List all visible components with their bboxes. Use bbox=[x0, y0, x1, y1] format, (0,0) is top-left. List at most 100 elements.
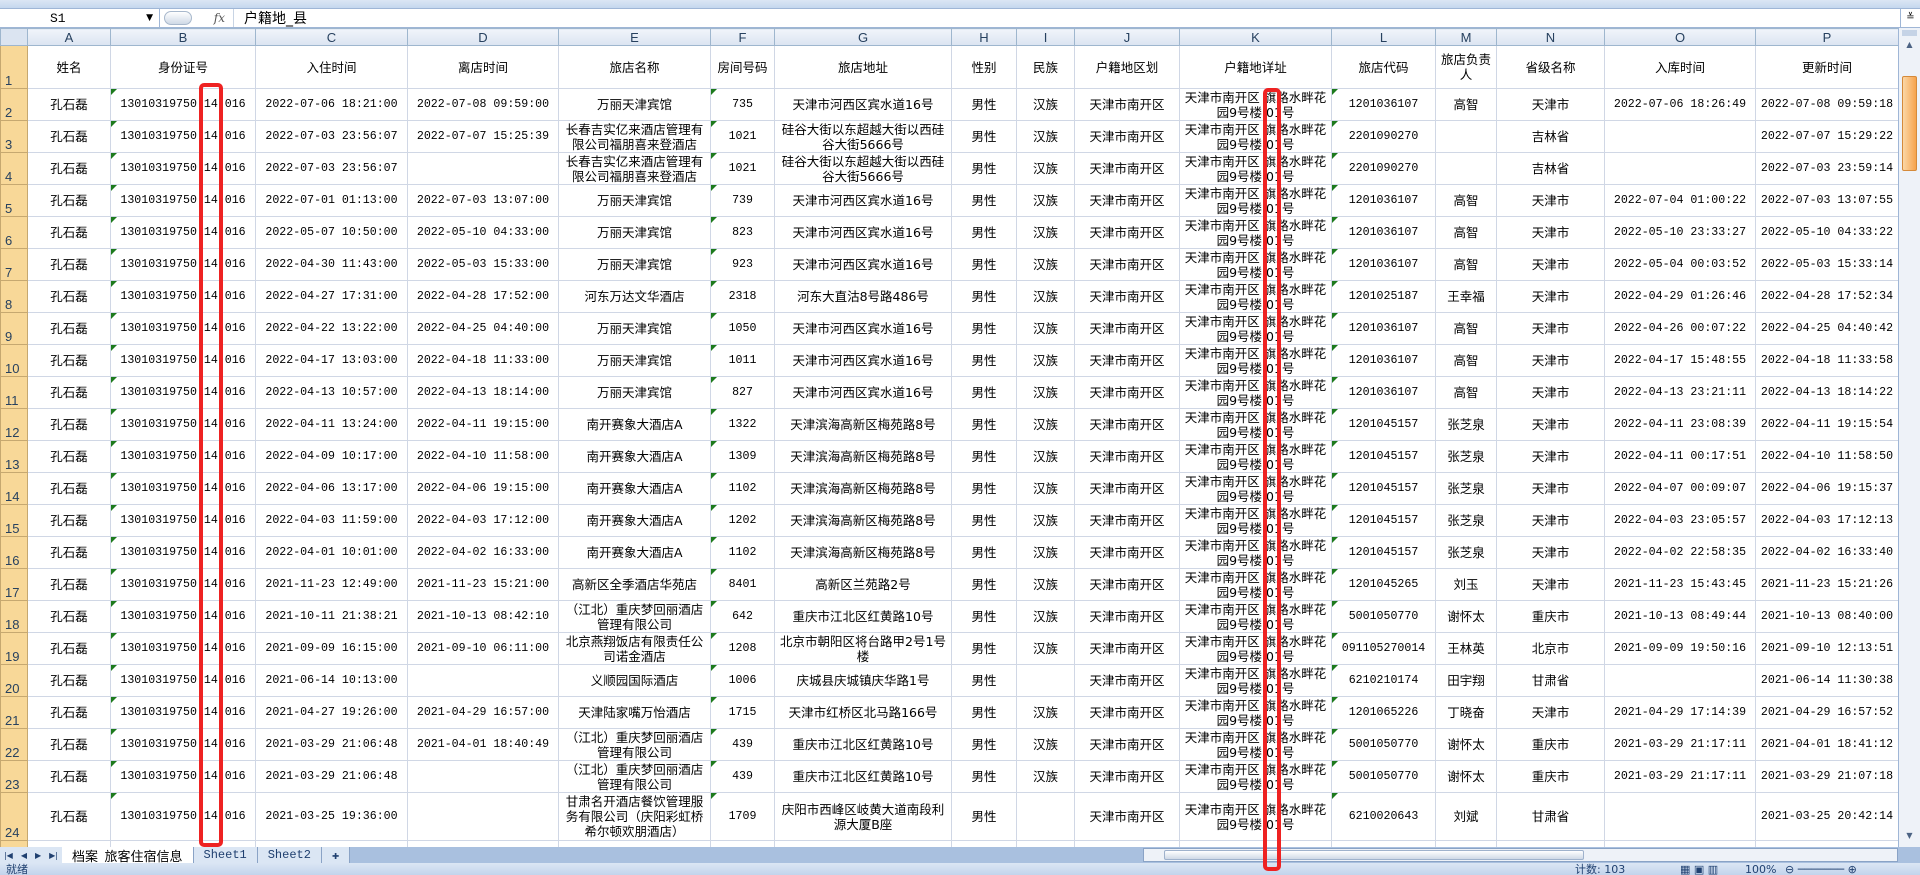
column-header-m[interactable]: M bbox=[1435, 28, 1497, 46]
row-header[interactable]: 5 bbox=[0, 184, 28, 217]
cell-j[interactable]: 天津市南开区 bbox=[1074, 216, 1180, 249]
cell-m[interactable]: 张芝泉 bbox=[1435, 472, 1497, 505]
column-header-f[interactable]: F bbox=[710, 28, 775, 46]
cell-h[interactable]: 男性 bbox=[951, 632, 1017, 665]
cell-m[interactable]: 王幸福 bbox=[1435, 280, 1497, 313]
cell-k[interactable]: 天津市南开区 旗路水畔花园9号楼 01号 bbox=[1179, 696, 1332, 729]
cell-g[interactable]: 庆城县庆城镇庆华路1号 bbox=[774, 664, 952, 697]
cell-c[interactable]: 2022-04-11 13:24:00 bbox=[255, 408, 408, 441]
row-header[interactable]: 11 bbox=[0, 376, 28, 409]
cell-d[interactable] bbox=[407, 152, 559, 185]
cell-h[interactable]: 男性 bbox=[951, 280, 1017, 313]
cell-j[interactable]: 天津市南开区 bbox=[1074, 152, 1180, 185]
cell-p[interactable]: 2022-05-10 04:33:22 bbox=[1755, 216, 1899, 249]
last-sheet-icon[interactable]: ▶| bbox=[49, 850, 58, 860]
cell-o[interactable]: 2022-04-11 23:08:39 bbox=[1604, 408, 1756, 441]
column-header-j[interactable]: J bbox=[1074, 28, 1180, 46]
cell-i[interactable]: 汉族 bbox=[1016, 568, 1075, 601]
cell-m[interactable]: 高智 bbox=[1435, 248, 1497, 281]
cell-f[interactable]: 735 bbox=[710, 88, 775, 121]
cell-l[interactable]: 5001050770 bbox=[1331, 728, 1436, 761]
cell-h[interactable]: 男性 bbox=[951, 760, 1017, 793]
cell-h[interactable]: 男性 bbox=[951, 312, 1017, 345]
cell-d[interactable]: 2022-04-18 11:33:00 bbox=[407, 344, 559, 377]
cell-l[interactable]: 1201036107 bbox=[1331, 344, 1436, 377]
cell-n[interactable]: 天津市 bbox=[1496, 280, 1605, 313]
cell-f[interactable]: 1202 bbox=[710, 504, 775, 537]
cell-m[interactable]: 谢怀太 bbox=[1435, 600, 1497, 633]
cell-i[interactable]: 汉族 bbox=[1016, 280, 1075, 313]
select-all-button[interactable] bbox=[0, 28, 28, 46]
cell-g[interactable]: 天津市河西区宾水道16号 bbox=[774, 216, 952, 249]
cell-b[interactable]: 13010319750 14 016 bbox=[110, 408, 256, 441]
cell-n[interactable]: 天津市 bbox=[1496, 184, 1605, 217]
column-title[interactable]: 姓名 bbox=[27, 45, 111, 89]
cell-p[interactable]: 2021-04-29 16:57:52 bbox=[1755, 696, 1899, 729]
column-header-i[interactable]: I bbox=[1016, 28, 1075, 46]
row-header[interactable]: 19 bbox=[0, 632, 28, 665]
cell-m[interactable]: 高智 bbox=[1435, 88, 1497, 121]
cell-k[interactable]: 天津市南开区 旗路水畔花园9号楼 01号 bbox=[1179, 728, 1332, 761]
tab-sheet1[interactable]: Sheet1 bbox=[193, 847, 258, 863]
cell-c[interactable]: 2022-07-03 23:56:07 bbox=[255, 120, 408, 153]
cell-g[interactable]: 重庆市江北区红黄路10号 bbox=[774, 600, 952, 633]
cell-a[interactable]: 孔石磊 bbox=[27, 184, 111, 217]
next-sheet-icon[interactable]: ▶ bbox=[34, 850, 42, 860]
cell-d[interactable]: 2021-04-01 18:40:49 bbox=[407, 728, 559, 761]
cell-o[interactable] bbox=[1604, 664, 1756, 697]
cell-b[interactable]: 13010319750 14 016 bbox=[110, 664, 256, 697]
cell-d[interactable]: 2021-09-10 06:11:00 bbox=[407, 632, 559, 665]
row-header[interactable]: 10 bbox=[0, 344, 28, 377]
row-header[interactable]: 22 bbox=[0, 728, 28, 761]
column-header-n[interactable]: N bbox=[1496, 28, 1605, 46]
cell-g[interactable]: 庆阳市西峰区岐黄大道南段利源大厦B座 bbox=[774, 792, 952, 841]
cell-l[interactable]: 1201036107 bbox=[1331, 216, 1436, 249]
cell-a[interactable]: 孔石磊 bbox=[27, 152, 111, 185]
formula-bar-resize-handle[interactable] bbox=[164, 11, 192, 25]
cell-i[interactable]: 汉族 bbox=[1016, 376, 1075, 409]
cell-m[interactable] bbox=[1435, 152, 1497, 185]
split-handle[interactable] bbox=[1902, 30, 1917, 36]
cell-k[interactable]: 天津市南开区 旗路水畔花园9号楼 01号 bbox=[1179, 632, 1332, 665]
cell-n[interactable]: 天津市 bbox=[1496, 568, 1605, 601]
cell-c[interactable]: 2022-04-22 13:22:00 bbox=[255, 312, 408, 345]
cell-f[interactable]: 1050 bbox=[710, 312, 775, 345]
cell-a[interactable]: 孔石磊 bbox=[27, 536, 111, 569]
cell-h[interactable]: 男性 bbox=[951, 376, 1017, 409]
cell-d[interactable]: 2021-04-29 16:57:00 bbox=[407, 696, 559, 729]
cell-d[interactable] bbox=[407, 760, 559, 793]
cell-e[interactable]: 河东万达文华酒店 bbox=[558, 280, 711, 313]
cell-o[interactable]: 2022-04-29 01:26:46 bbox=[1604, 280, 1756, 313]
cell-j[interactable]: 天津市南开区 bbox=[1074, 440, 1180, 473]
chevron-down-icon[interactable]: ▼ bbox=[146, 13, 153, 23]
cell-a[interactable]: 孔石磊 bbox=[27, 664, 111, 697]
row-header[interactable]: 3 bbox=[0, 120, 28, 153]
cell-n[interactable]: 天津市 bbox=[1496, 440, 1605, 473]
cell-d[interactable] bbox=[407, 792, 559, 841]
cell-g[interactable]: 天津市河西区宾水道16号 bbox=[774, 344, 952, 377]
cell-k[interactable]: 天津市南开区 旗路水畔花园9号楼 01号 bbox=[1179, 568, 1332, 601]
cell-a[interactable]: 孔石磊 bbox=[27, 248, 111, 281]
cell-j[interactable]: 天津市南开区 bbox=[1074, 248, 1180, 281]
row-header[interactable]: 4 bbox=[0, 152, 28, 185]
row-header[interactable]: 2 bbox=[0, 88, 28, 121]
cell-m[interactable]: 高智 bbox=[1435, 344, 1497, 377]
cell-a[interactable]: 孔石磊 bbox=[27, 120, 111, 153]
cell-o[interactable]: 2022-07-06 18:26:49 bbox=[1604, 88, 1756, 121]
cell-h[interactable]: 男性 bbox=[951, 248, 1017, 281]
cell-e[interactable]: 南开赛象大酒店A bbox=[558, 504, 711, 537]
cell-o[interactable]: 2022-04-03 23:05:57 bbox=[1604, 504, 1756, 537]
cell-k[interactable]: 天津市南开区 旗路水畔花园9号楼 01号 bbox=[1179, 760, 1332, 793]
row-header[interactable]: 24 bbox=[0, 792, 28, 841]
cell-b[interactable]: 13010319750 14 016 bbox=[110, 568, 256, 601]
cell-c[interactable]: 2022-04-06 13:17:00 bbox=[255, 472, 408, 505]
cell-p[interactable]: 2021-04-01 18:41:12 bbox=[1755, 728, 1899, 761]
cell-g[interactable]: 天津市河西区宾水道16号 bbox=[774, 248, 952, 281]
cell-p[interactable]: 2021-06-14 11:30:38 bbox=[1755, 664, 1899, 697]
formula-input[interactable]: 户籍地_县 bbox=[244, 11, 307, 27]
cell-b[interactable]: 13010319750 14 016 bbox=[110, 504, 256, 537]
cell-h[interactable]: 男性 bbox=[951, 120, 1017, 153]
cell-i[interactable]: 汉族 bbox=[1016, 152, 1075, 185]
cell-e[interactable]: 万丽天津宾馆 bbox=[558, 216, 711, 249]
cell-n[interactable]: 重庆市 bbox=[1496, 728, 1605, 761]
